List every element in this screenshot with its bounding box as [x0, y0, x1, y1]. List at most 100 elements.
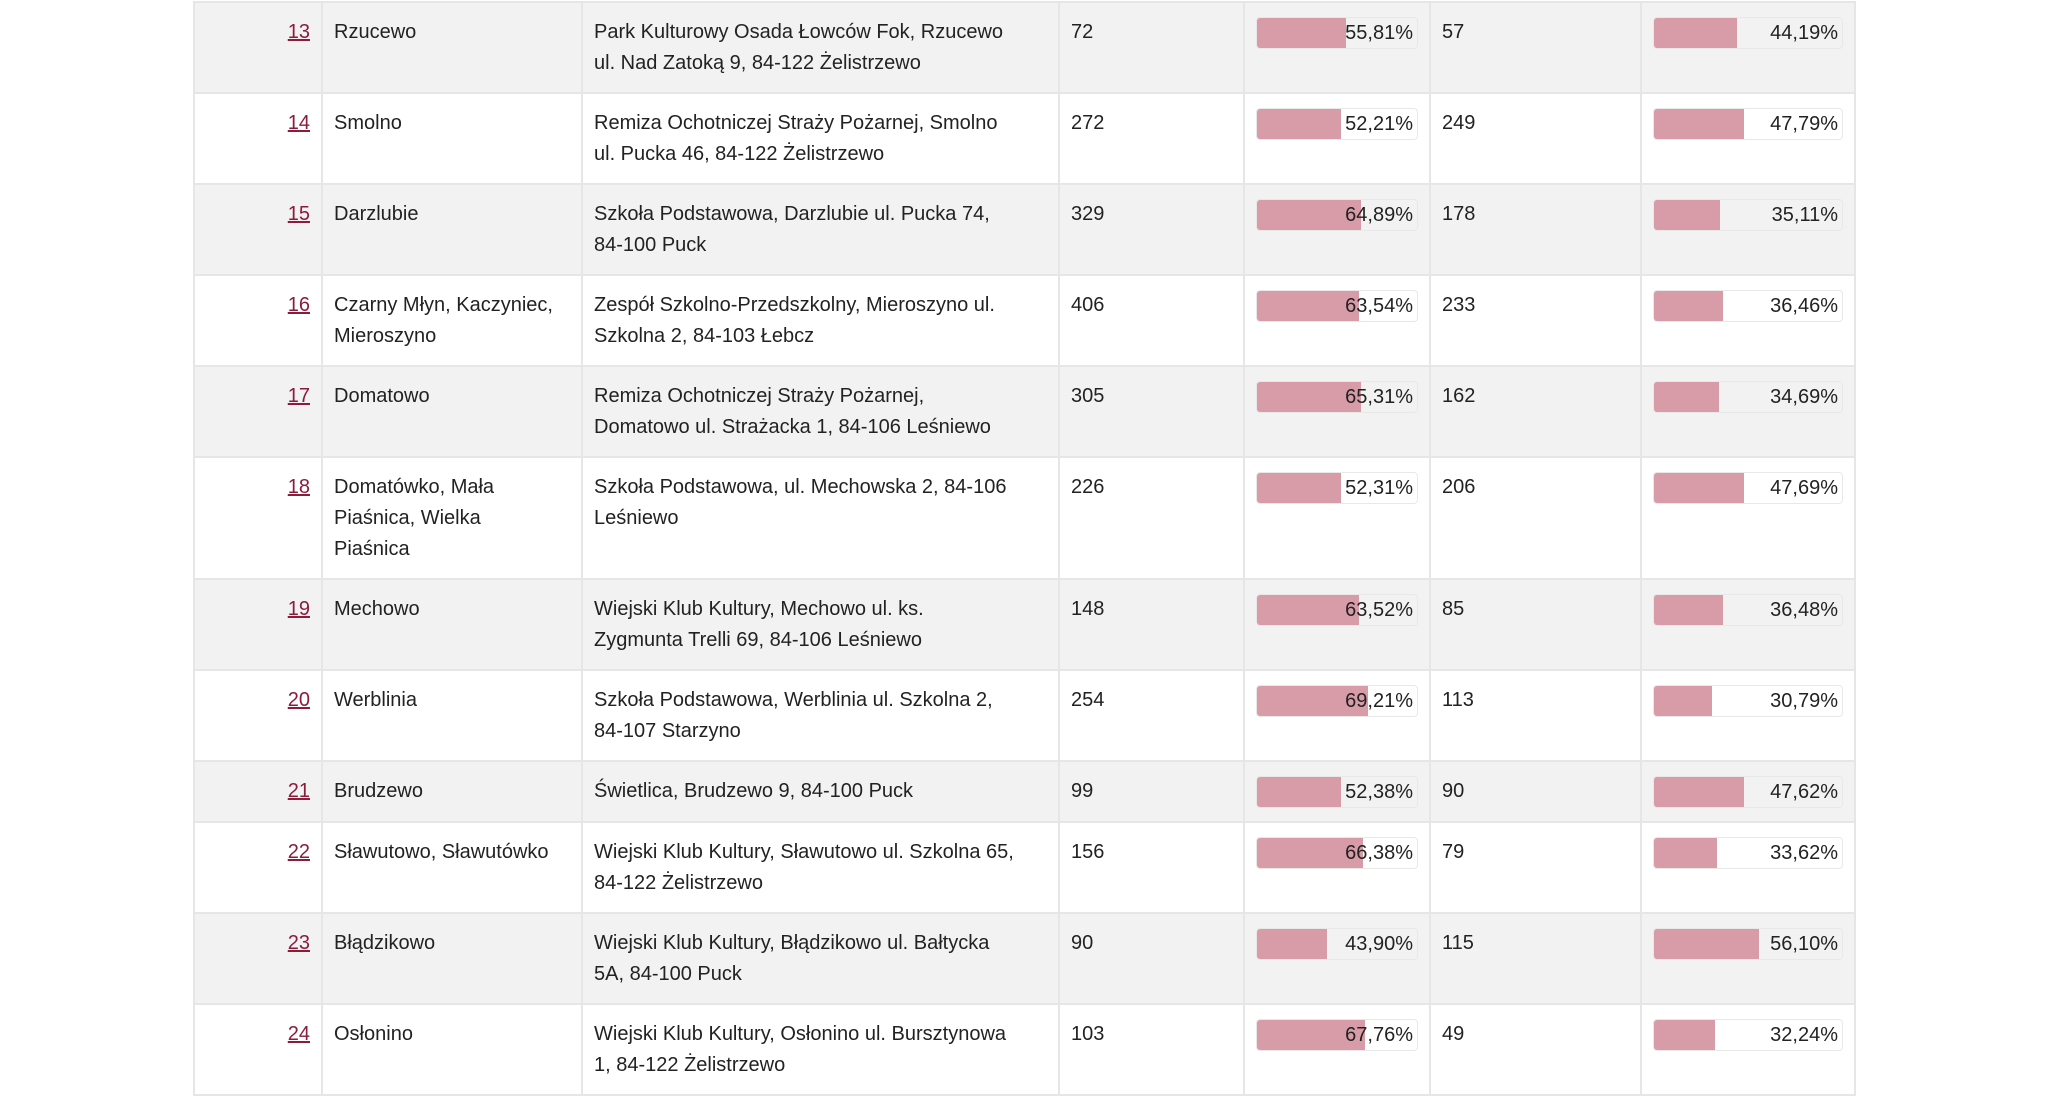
table-row: 23 Błądzikowo Wiejski Klub Kultury, Błądzi… [193, 912, 1856, 1005]
votes-a-bar-fill [1257, 838, 1364, 868]
district-number-link[interactable]: 24 [287, 1023, 310, 1045]
address-line: Domatowo ul. Strażacka 1, 84-106 Leśniew… [594, 416, 991, 438]
votes-a-percent-cell: 64,89% [1243, 183, 1431, 276]
address-line: Wiejski Klub Kultury, Błądzikowo ul. Bał… [594, 932, 990, 954]
votes-b-progress-bar: 47,62% [1653, 776, 1843, 808]
votes-a-percent: 65,31% [1345, 386, 1413, 408]
locality-line: Domatówko, Mała [334, 476, 495, 498]
district-number-link[interactable]: 16 [287, 294, 310, 316]
address-line: 84-122 Żelistrzewo [594, 872, 763, 894]
votes-a-percent-cell: 55,81% [1243, 1, 1431, 94]
votes-b-progress-bar: 30,79% [1653, 685, 1843, 717]
votes-b-percent-cell: 36,48% [1640, 578, 1856, 671]
votes-b-percent-cell: 32,24% [1640, 1003, 1856, 1096]
polling-station-address-cell: Szkoła Podstawowa, ul. Mechowska 2, 84-1… [581, 456, 1060, 580]
votes-a-count: 90 [1071, 932, 1094, 954]
votes-b-percent: 44,19% [1770, 22, 1838, 44]
district-number-link[interactable]: 15 [287, 203, 310, 225]
district-number-cell: 21 [193, 760, 323, 823]
votes-a-percent-cell: 66,38% [1243, 821, 1431, 914]
polling-station-address-cell: Wiejski Klub Kultury, Sławutowo ul. Szko… [581, 821, 1060, 914]
locality-line: Darzlubie [334, 203, 419, 225]
votes-a-bar-fill [1257, 777, 1341, 807]
table-row: 19 Mechowo Wiejski Klub Kultury, Mechowo u… [193, 578, 1856, 671]
votes-a-percent-cell: 63,54% [1243, 274, 1431, 367]
district-number-link[interactable]: 19 [287, 598, 310, 620]
locality-cell: Brudzewo [321, 760, 583, 823]
votes-a-progress-bar: 52,38% [1256, 776, 1418, 808]
district-number-cell: 22 [193, 821, 323, 914]
votes-a-count: 103 [1071, 1023, 1105, 1045]
votes-a-bar-fill [1257, 1020, 1366, 1050]
votes-a-count: 406 [1071, 294, 1105, 316]
district-number-link[interactable]: 22 [287, 841, 310, 863]
votes-b-count: 57 [1442, 21, 1465, 43]
votes-b-progress-bar: 33,62% [1653, 837, 1843, 869]
district-number-link[interactable]: 20 [287, 689, 310, 711]
votes-b-count: 85 [1442, 598, 1465, 620]
votes-b-progress-bar: 36,46% [1653, 290, 1843, 322]
locality-line: Osłonino [334, 1023, 413, 1045]
district-number-link[interactable]: 21 [287, 780, 310, 802]
address-line: Szkoła Podstawowa, Darzlubie ul. Pucka 7… [594, 203, 990, 225]
votes-a-percent-cell: 69,21% [1243, 669, 1431, 762]
votes-b-bar-fill [1654, 18, 1738, 48]
votes-b-bar-fill [1654, 200, 1720, 230]
locality-line: Werblinia [334, 689, 417, 711]
district-number-link[interactable]: 14 [287, 112, 310, 134]
address-line: Szkoła Podstawowa, Werblinia ul. Szkolna… [594, 689, 993, 711]
votes-b-progress-bar: 34,69% [1653, 381, 1843, 413]
address-line: Wiejski Klub Kultury, Mechowo ul. ks. [594, 598, 924, 620]
table-row: 24 Osłonino Wiejski Klub Kultury, Osłonino… [193, 1003, 1856, 1096]
district-number-cell: 20 [193, 669, 323, 762]
votes-a-count: 272 [1071, 112, 1105, 134]
votes-b-count-cell: 206 [1429, 456, 1642, 580]
votes-b-percent: 56,10% [1770, 933, 1838, 955]
district-number-cell: 24 [193, 1003, 323, 1096]
table-row: 13 Rzucewo Park Kulturowy Osada Łowców Fok… [193, 1, 1856, 94]
votes-b-count-cell: 79 [1429, 821, 1642, 914]
votes-a-count-cell: 72 [1058, 1, 1245, 94]
district-number-link[interactable]: 23 [287, 932, 310, 954]
district-number-link[interactable]: 18 [287, 476, 310, 498]
votes-a-percent: 63,54% [1345, 295, 1413, 317]
votes-b-bar-fill [1654, 595, 1723, 625]
polling-station-address-cell: Wiejski Klub Kultury, Osłonino ul. Bursz… [581, 1003, 1060, 1096]
votes-b-bar-fill [1654, 291, 1723, 321]
address-line: 84-100 Puck [594, 234, 707, 256]
locality-line: Brudzewo [334, 780, 423, 802]
votes-b-percent: 36,48% [1770, 599, 1838, 621]
votes-b-bar-fill [1654, 686, 1712, 716]
votes-b-progress-bar: 36,48% [1653, 594, 1843, 626]
address-line: 5A, 84-100 Puck [594, 963, 742, 985]
votes-a-progress-bar: 66,38% [1256, 837, 1418, 869]
votes-b-percent: 47,79% [1770, 113, 1838, 135]
locality-cell: Domatówko, Mała Piaśnica, Wielka Piaśnica [321, 456, 583, 580]
votes-a-percent: 43,90% [1345, 933, 1413, 955]
votes-b-percent: 33,62% [1770, 842, 1838, 864]
locality-line: Czarny Młyn, Kaczyniec, [334, 294, 553, 316]
votes-a-bar-fill [1257, 929, 1328, 959]
votes-b-bar-fill [1654, 109, 1744, 139]
district-number-link[interactable]: 17 [287, 385, 310, 407]
locality-line: Sławutowo, Sławutówko [334, 841, 549, 863]
table-row: 18 Domatówko, Mała Piaśnica, Wielka Piaśnic… [193, 456, 1856, 580]
polling-station-address-cell: Wiejski Klub Kultury, Błądzikowo ul. Bał… [581, 912, 1060, 1005]
votes-a-count: 148 [1071, 598, 1105, 620]
votes-a-count: 254 [1071, 689, 1105, 711]
votes-a-count-cell: 156 [1058, 821, 1245, 914]
district-number-link[interactable]: 13 [287, 21, 310, 43]
votes-a-count-cell: 226 [1058, 456, 1245, 580]
votes-b-percent: 36,46% [1770, 295, 1838, 317]
votes-a-percent: 63,52% [1345, 599, 1413, 621]
locality-cell: Mechowo [321, 578, 583, 671]
votes-a-progress-bar: 64,89% [1256, 199, 1418, 231]
votes-b-bar-fill [1654, 929, 1760, 959]
polling-station-address-cell: Zespół Szkolno-Przedszkolny, Mieroszyno … [581, 274, 1060, 367]
votes-b-percent: 47,69% [1770, 477, 1838, 499]
votes-a-count-cell: 329 [1058, 183, 1245, 276]
votes-b-count-cell: 249 [1429, 92, 1642, 185]
votes-b-percent-cell: 33,62% [1640, 821, 1856, 914]
votes-a-percent: 66,38% [1345, 842, 1413, 864]
votes-b-count: 115 [1442, 932, 1474, 954]
